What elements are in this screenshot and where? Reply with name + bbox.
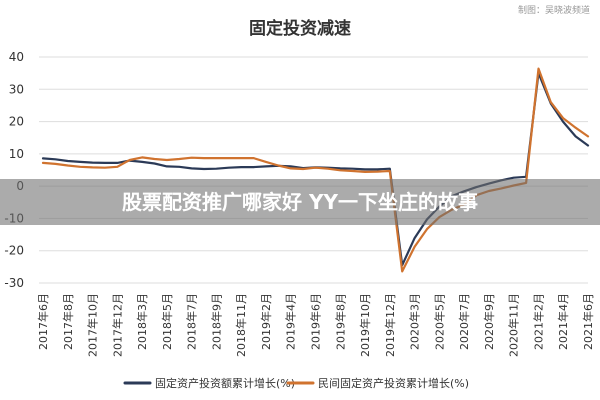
x-tick-label: 2021年4月: [556, 293, 570, 350]
overlay-banner: 股票配资推广哪家好 YY一下坐庄的故事: [0, 179, 600, 225]
chart-title: 固定投资减速: [249, 19, 351, 39]
x-tick-label: 2020年9月: [482, 293, 496, 350]
overlay-banner-text: 股票配资推广哪家好 YY一下坐庄的故事: [122, 190, 478, 214]
x-tick-label: 2019年6月: [309, 293, 323, 350]
y-tick-label: 30: [9, 82, 24, 96]
x-tick-label: 2017年12月: [110, 293, 124, 357]
x-tick-label: 2018年7月: [185, 293, 199, 350]
x-tick-label: 2019年12月: [383, 293, 397, 357]
x-tick-label: 2019年2月: [259, 293, 273, 350]
y-tick-label: 10: [9, 147, 24, 161]
x-tick-label: 2017年6月: [36, 293, 50, 350]
x-tick-label: 2018年3月: [135, 293, 149, 350]
series-line-private: [41, 67, 590, 273]
x-tick-label: 2020年7月: [457, 293, 471, 350]
x-tick-label: 2021年6月: [581, 293, 595, 350]
x-tick-label: 2017年8月: [61, 293, 75, 350]
x-tick-label: 2021年2月: [531, 293, 545, 350]
x-tick-label: 2018年9月: [209, 293, 223, 350]
y-tick-label: 40: [9, 50, 24, 64]
x-tick-label: 2019年4月: [284, 293, 298, 350]
x-tick-label: 2020年5月: [432, 293, 446, 350]
x-tick-label: 2020年11月: [507, 293, 521, 357]
series-line-fixed-asset: [41, 72, 590, 267]
y-tick-label: 20: [9, 115, 24, 129]
legend-label: 固定资产投资额累计增长(%): [155, 376, 295, 390]
x-tick-label: 2020年3月: [408, 293, 422, 350]
x-tick-label: 2019年10月: [358, 293, 372, 357]
x-tick-label: 2018年5月: [160, 293, 174, 350]
y-tick-label: -20: [4, 244, 24, 258]
chart-credit: 制图：吴晓波频道: [517, 6, 590, 16]
x-tick-label: 2017年10月: [86, 293, 100, 357]
x-tick-label: 2019年8月: [333, 293, 347, 350]
y-tick-label: -30: [4, 276, 24, 290]
legend-label: 民间固定资产投资累计增长(%): [318, 376, 469, 390]
x-tick-label: 2018年11月: [234, 293, 248, 357]
